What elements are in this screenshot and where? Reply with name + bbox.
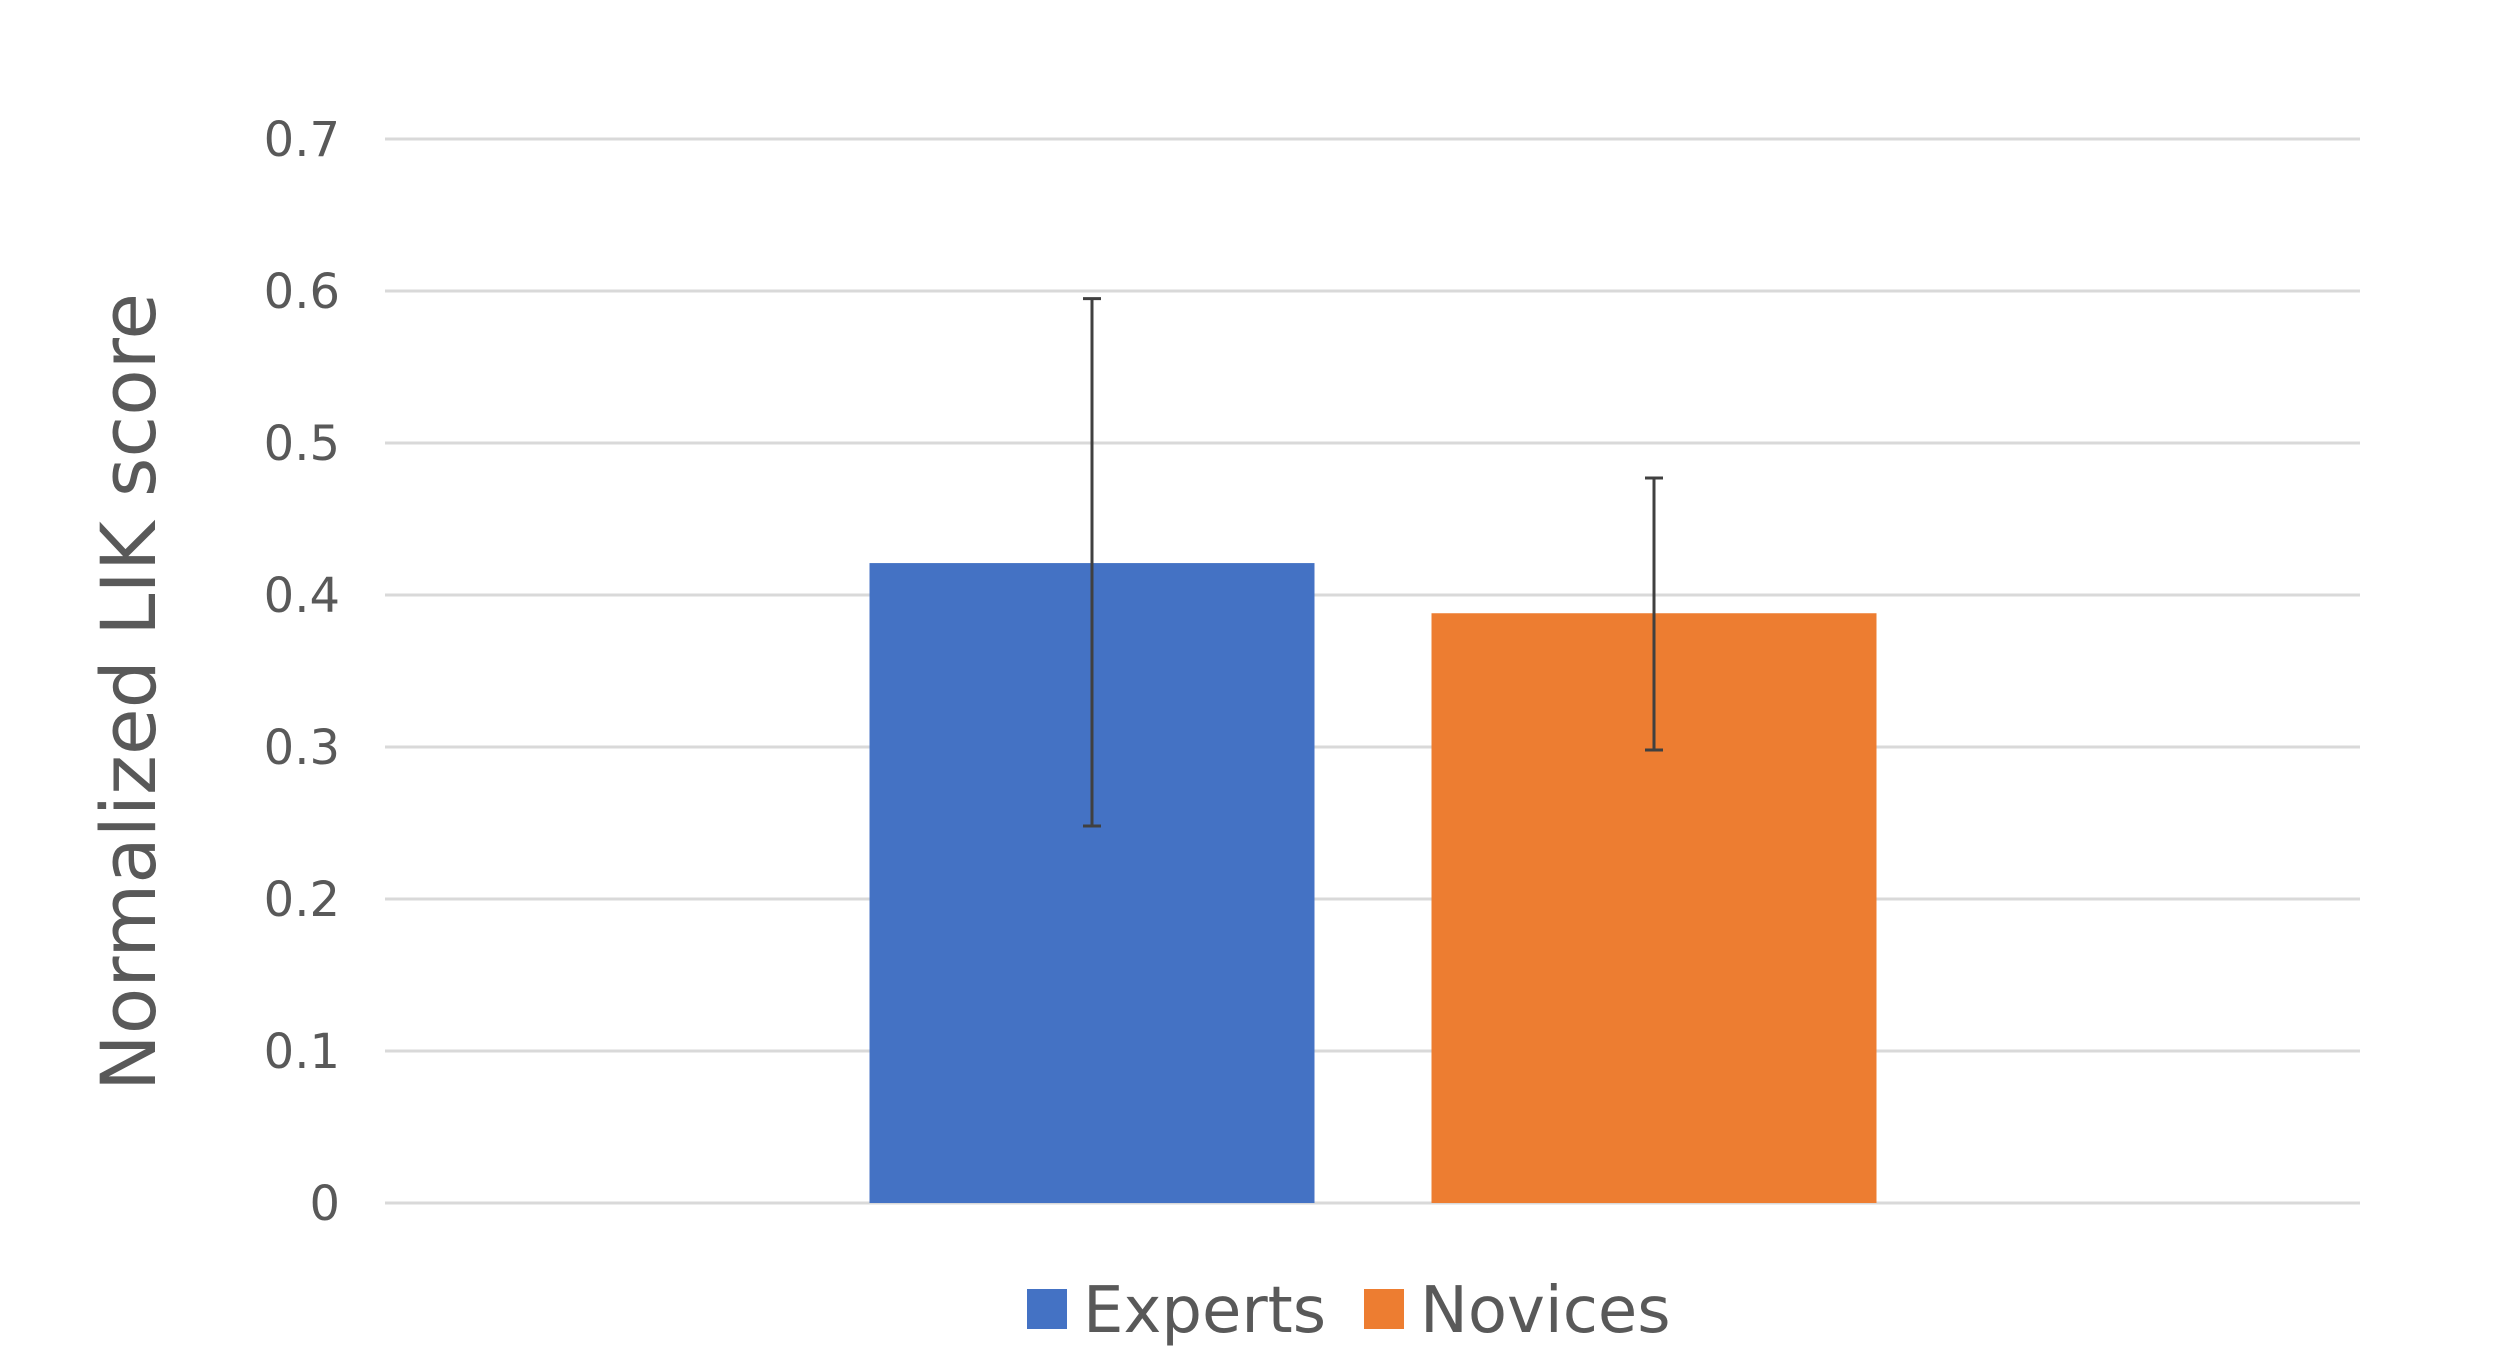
error-bar-experts <box>1083 297 1101 828</box>
error-bar-novices <box>1645 476 1663 752</box>
y-tick-labels: 0 0.1 0.2 0.3 0.4 0.5 0.6 0.7 <box>264 112 340 1232</box>
y-tick-label: 0 <box>309 1176 340 1232</box>
y-tick-label: 0.1 <box>264 1024 340 1080</box>
y-tick-label: 0.2 <box>264 872 340 928</box>
error-bars <box>1083 297 1663 828</box>
y-tick-label: 0.3 <box>264 720 340 776</box>
gridlines <box>385 137 2360 1205</box>
legend-swatch-novices <box>1364 1289 1404 1329</box>
y-tick-label: 0.7 <box>264 112 340 168</box>
legend: Experts Novices <box>1027 1274 1671 1348</box>
y-tick-label: 0.5 <box>264 416 340 472</box>
bars <box>869 563 1877 1203</box>
y-axis-title: Normalized LIK score <box>84 293 173 1091</box>
y-tick-label: 0.6 <box>264 264 340 320</box>
legend-label-novices: Novices <box>1420 1274 1671 1348</box>
legend-label-experts: Experts <box>1083 1274 1326 1348</box>
y-tick-label: 0.4 <box>264 568 340 624</box>
legend-swatch-experts <box>1027 1289 1067 1329</box>
